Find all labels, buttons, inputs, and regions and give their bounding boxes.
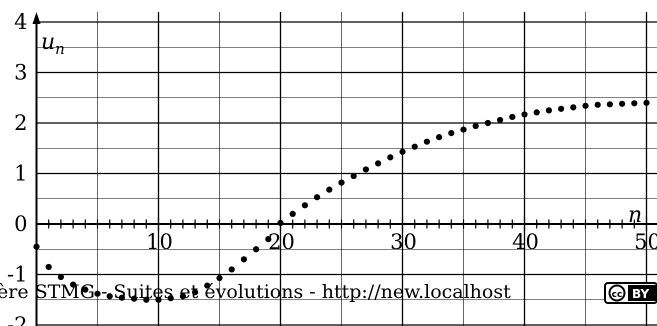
data-point: [460, 126, 467, 133]
data-point: [82, 286, 89, 293]
data-point: [582, 102, 589, 109]
data-point: [521, 111, 528, 118]
y-tick-label: 0: [14, 212, 27, 236]
data-point: [70, 281, 77, 288]
cc-icon: [608, 284, 626, 302]
footer: ère STMG - Suites et évolutions - http:/…: [0, 281, 657, 304]
y-tick-label: 2: [14, 111, 27, 135]
y-tick-label: 4: [14, 10, 27, 34]
data-point: [167, 295, 174, 302]
data-point: [484, 119, 491, 127]
y-axis-label-subscript: n: [55, 40, 65, 58]
data-point: [423, 138, 430, 145]
x-tick-label: 50: [634, 230, 657, 254]
data-point: [33, 243, 40, 250]
axes: [32, 12, 657, 326]
data-point: [411, 143, 418, 150]
data-point: [362, 166, 369, 173]
y-tick-label: 3: [14, 61, 27, 85]
y-tick-label: 1: [14, 162, 27, 186]
data-point: [375, 160, 382, 167]
y-axis-label-base: u: [41, 30, 55, 55]
data-point: [314, 194, 321, 201]
data-point: [155, 296, 162, 303]
data-point: [253, 246, 260, 253]
data-point: [606, 101, 614, 108]
x-tick-label: 30: [390, 230, 417, 254]
cc-icon-glyph: cc: [612, 290, 623, 300]
data-point: [533, 109, 540, 116]
data-point: [436, 134, 443, 141]
grid: [36, 12, 657, 326]
data-point: [94, 290, 101, 297]
y-axis-arrow: [32, 12, 41, 24]
data-point: [472, 122, 479, 130]
y-tick-label: -2: [7, 313, 27, 326]
data-point: [131, 295, 138, 302]
data-point: [387, 154, 394, 161]
data-point: [570, 104, 577, 111]
data-point: [240, 256, 247, 263]
data-point: [509, 113, 516, 121]
data-point: [216, 274, 223, 282]
footer-text: ère STMG - Suites et évolutions - http:/…: [0, 281, 511, 303]
license-by-label: BY: [632, 287, 649, 301]
y-tick-label: -1: [7, 263, 27, 287]
data-point: [45, 263, 52, 271]
y-axis-label: un: [41, 30, 65, 58]
x-axis-label: n: [628, 203, 642, 228]
x-tick-label: 20: [268, 230, 295, 254]
cc-license-badge[interactable]: cc BY: [604, 282, 657, 304]
data-point: [143, 296, 150, 303]
data-point: [497, 116, 504, 124]
data-point: [118, 294, 125, 301]
data-point: [326, 186, 333, 193]
data-point: [106, 293, 113, 300]
x-tick-label: 40: [512, 230, 539, 254]
data-point: [631, 100, 638, 107]
data-point: [448, 130, 455, 137]
data-point: [192, 289, 199, 296]
data-point: [545, 107, 553, 114]
data-point: [399, 148, 406, 155]
data-point: [265, 236, 272, 243]
x-tick-label: 10: [146, 230, 173, 254]
data-point: [350, 172, 357, 180]
data-point: [338, 179, 345, 186]
data-point: [277, 219, 284, 227]
data-point: [179, 293, 186, 300]
series-points: [33, 99, 650, 303]
data-point: [643, 99, 650, 106]
data-point: [558, 105, 565, 112]
data-point: [619, 100, 626, 107]
data-point: [289, 210, 296, 217]
x-axis-ticks: [48, 217, 648, 231]
data-point: [301, 202, 308, 209]
data-point: [57, 273, 64, 281]
data-point: [594, 101, 601, 108]
data-point: [204, 282, 211, 289]
data-point: [228, 266, 235, 273]
